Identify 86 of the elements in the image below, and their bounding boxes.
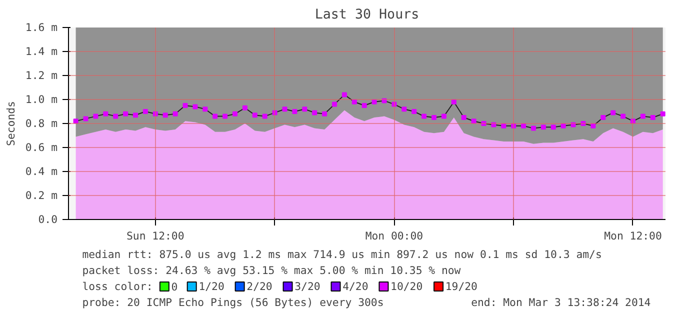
point — [322, 111, 328, 116]
point — [521, 123, 526, 128]
legend-label: 4/20 — [342, 280, 368, 293]
legend-label: 2/20 — [246, 280, 272, 293]
point — [113, 114, 118, 119]
point — [630, 118, 636, 124]
point — [93, 114, 98, 119]
text: packet loss: 24.63 % avg 53.15 % max 5.00 % min 10.35 % now — [82, 264, 462, 277]
legend-label: 10/20 — [390, 280, 423, 293]
point — [352, 99, 357, 104]
point — [402, 106, 407, 112]
point — [212, 114, 218, 119]
y-tick-label: 0.2 m — [25, 189, 58, 202]
point — [152, 111, 158, 116]
point — [540, 124, 546, 130]
point — [451, 99, 456, 104]
y-tick-label: 1.4 m — [25, 45, 58, 58]
point — [162, 112, 168, 118]
legend-label: 0 — [171, 280, 178, 294]
legend-label: 3/20 — [294, 280, 320, 293]
point — [172, 111, 178, 116]
point — [132, 112, 138, 118]
point — [192, 104, 198, 110]
point — [272, 110, 278, 116]
point — [511, 123, 516, 128]
y-axis-title: Seconds — [4, 101, 18, 146]
point — [392, 102, 397, 107]
point — [431, 115, 436, 120]
point — [262, 114, 268, 119]
x-tick-label: Sun 12:00 — [126, 230, 184, 242]
y-tick-label: 0.6 m — [25, 141, 58, 154]
text: median rtt: 875.0 us avg 1.2 ms max 714.9 us min 897.2 us now 0.1 ms sd 10.3 am/s — [82, 248, 602, 261]
text: probe: 20 ICMP Echo Pings (56 Bytes) every 300s — [82, 296, 384, 309]
y-tick-label: 1.6 m — [25, 21, 58, 34]
point — [302, 106, 308, 112]
point — [123, 111, 128, 116]
y-tick-label: 1.2 m — [25, 69, 58, 82]
legend-title: loss color: — [82, 280, 153, 293]
point — [620, 114, 626, 119]
point — [342, 92, 347, 98]
point — [292, 109, 298, 114]
point — [73, 118, 78, 124]
chart-title: Last 30 Hours — [314, 8, 420, 22]
point — [422, 114, 427, 119]
point — [471, 118, 476, 124]
point — [362, 103, 367, 108]
point — [312, 110, 318, 116]
point — [382, 98, 387, 104]
point — [491, 122, 496, 128]
point — [600, 115, 606, 120]
point — [461, 115, 466, 120]
point — [441, 114, 446, 119]
point — [83, 116, 88, 122]
y-tick-label: 0.4 m — [25, 165, 58, 178]
point — [252, 112, 258, 118]
point — [242, 105, 248, 110]
point — [530, 126, 536, 131]
y-tick-label: 0.8 m — [25, 117, 58, 130]
point — [372, 99, 377, 104]
point — [550, 124, 556, 130]
point — [580, 121, 586, 126]
point — [501, 123, 506, 128]
point — [232, 111, 238, 116]
point — [202, 106, 208, 112]
legend-label: 19/20 — [445, 280, 478, 293]
point — [650, 115, 656, 120]
point — [412, 109, 417, 114]
point — [332, 102, 337, 107]
point — [142, 109, 148, 114]
point — [282, 106, 288, 112]
x-tick-label: Mon 12:00 — [604, 230, 662, 242]
point — [560, 123, 566, 128]
x-tick-label: Mon 00:00 — [365, 230, 424, 242]
point — [481, 121, 486, 126]
point — [590, 123, 596, 128]
legend-label: 1/20 — [198, 280, 224, 293]
text: end: Mon Mar 3 13:38:24 2014 — [471, 296, 651, 309]
y-tick-label: 1.0 m — [25, 93, 58, 106]
point — [570, 122, 576, 128]
y-tick-label: 0.0 — [38, 213, 58, 226]
point — [610, 110, 616, 116]
point — [222, 114, 228, 119]
point — [103, 111, 108, 116]
point — [640, 114, 646, 119]
point — [182, 103, 188, 108]
point — [660, 111, 666, 116]
